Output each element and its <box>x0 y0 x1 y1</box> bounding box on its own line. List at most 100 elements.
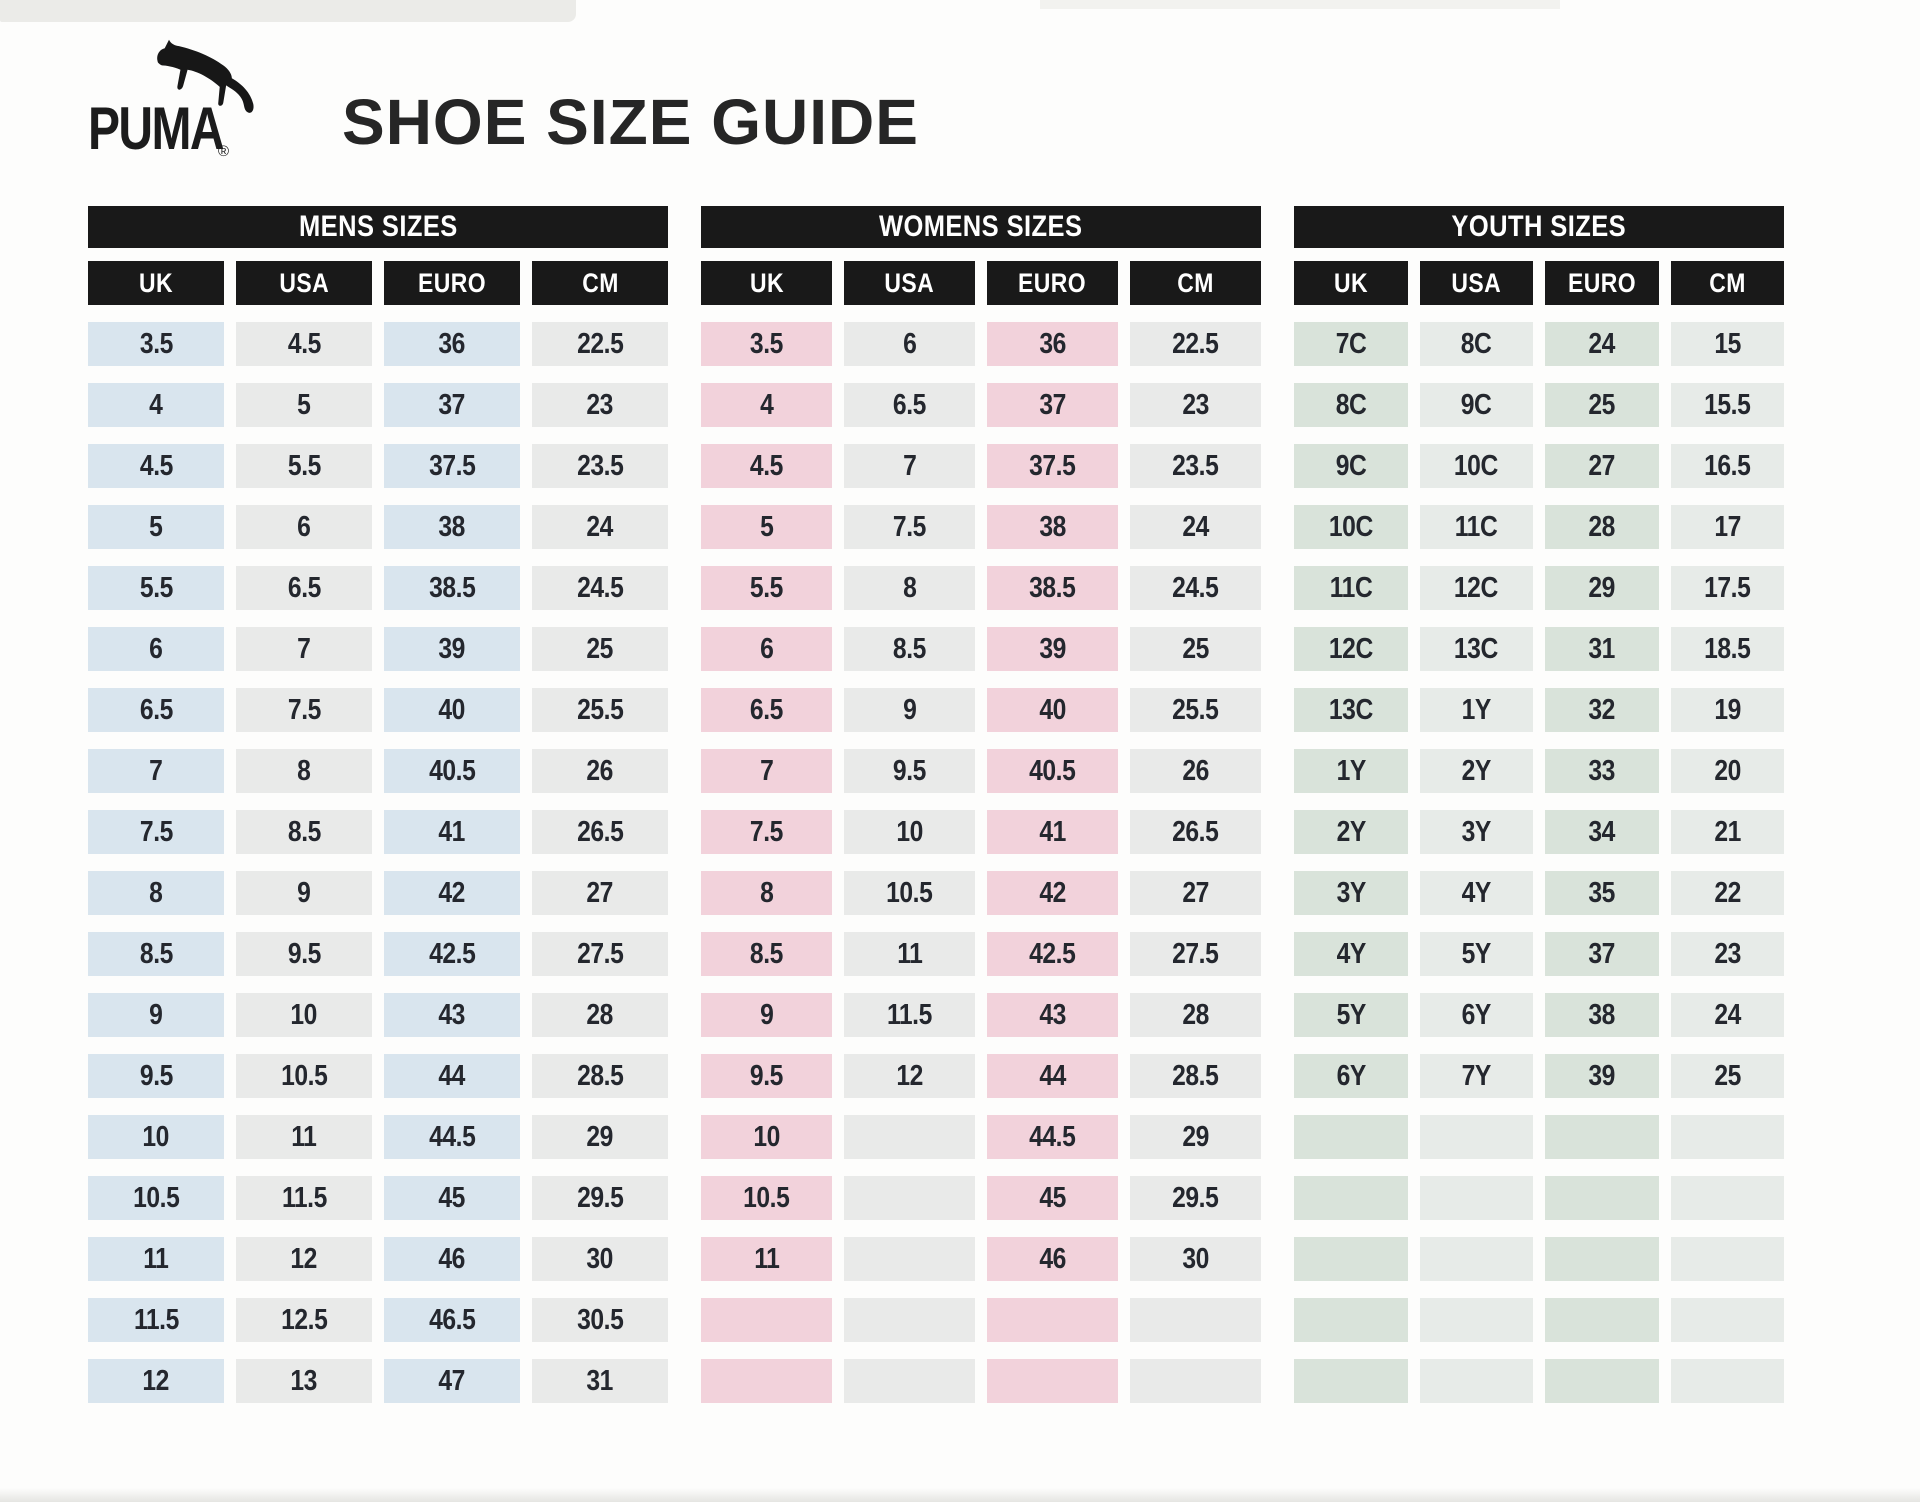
size-cell: 44.5 <box>384 1115 520 1159</box>
size-value: 7 <box>297 632 311 665</box>
size-value: 2Y <box>1461 754 1492 787</box>
size-cell: 8 <box>844 566 975 610</box>
size-value: 34 <box>1588 815 1616 848</box>
size-value: 22.5 <box>1172 327 1219 360</box>
size-value: 4 <box>759 388 774 421</box>
size-cell: 29.5 <box>532 1176 668 1220</box>
size-cell: 16.5 <box>1670 444 1784 488</box>
page-texture <box>0 1488 1920 1502</box>
size-value: 40.5 <box>428 754 476 787</box>
column-header-label: USA <box>279 267 329 298</box>
size-cell: 46.5 <box>384 1298 520 1342</box>
size-cell: 9 <box>236 871 372 915</box>
size-cell: 15.5 <box>1670 383 1784 427</box>
size-value: 5 <box>297 388 311 421</box>
page-texture <box>0 0 576 22</box>
size-cell: 39 <box>987 627 1118 671</box>
size-cell <box>1294 1115 1408 1159</box>
size-value: 25 <box>1713 1059 1741 1092</box>
size-cell: 24 <box>1545 322 1659 366</box>
size-cell: 42 <box>987 871 1118 915</box>
size-cell: 38.5 <box>987 566 1118 610</box>
size-value: 30 <box>1182 1242 1209 1275</box>
size-value: 12 <box>896 1059 923 1092</box>
size-value: 30.5 <box>576 1303 624 1336</box>
size-value: 7.5 <box>892 510 926 543</box>
size-cell: 27 <box>532 871 668 915</box>
size-cell: 27 <box>1130 871 1261 915</box>
size-cell: 27.5 <box>1130 932 1261 976</box>
size-value: 44 <box>438 1059 466 1092</box>
size-cell: 23.5 <box>532 444 668 488</box>
puma-leaping-cat-icon <box>157 39 254 113</box>
size-value: 43 <box>438 998 466 1031</box>
size-value: 9 <box>902 693 917 726</box>
column-header-label: CM <box>581 267 619 298</box>
size-value: 6.5 <box>892 388 926 421</box>
size-value: 4 <box>149 388 163 421</box>
size-cell: 4.5 <box>88 444 224 488</box>
size-value: 5.5 <box>139 571 173 604</box>
size-cell: 7.5 <box>88 810 224 854</box>
size-value: 4.5 <box>749 449 783 482</box>
size-cell: 6.5 <box>844 383 975 427</box>
size-table: WOMENS SIZES UK USA EURO CM 3.5 6 36 22.5 4 6.5 3… <box>701 206 1261 1403</box>
size-value: 32 <box>1588 693 1616 726</box>
size-value: 1Y <box>1461 693 1492 726</box>
size-cell <box>1545 1298 1659 1342</box>
size-cell: 26 <box>532 749 668 793</box>
size-cell: 15 <box>1670 322 1784 366</box>
size-value: 24 <box>586 510 614 543</box>
size-value: 13C <box>1454 632 1499 665</box>
size-value: 5 <box>149 510 163 543</box>
size-cell: 12 <box>236 1237 372 1281</box>
size-cell: 19 <box>1670 688 1784 732</box>
size-cell: 29 <box>1130 1115 1261 1159</box>
size-cell: 10C <box>1419 444 1533 488</box>
table-body: 3.5 4.5 36 22.5 4 5 37 23 4.5 5.5 37.5 23.5 5 6 38 24 5.… <box>88 322 668 1403</box>
size-cell: 6 <box>88 627 224 671</box>
column-header-usa: USA <box>236 261 372 305</box>
size-cell: 2Y <box>1419 749 1533 793</box>
size-value: 11 <box>143 1242 169 1275</box>
size-value: 17.5 <box>1704 571 1751 604</box>
size-value: 9C <box>1460 388 1492 421</box>
size-value: 22 <box>1713 876 1741 909</box>
size-value: 9.5 <box>139 1059 173 1092</box>
size-value: 10 <box>290 998 318 1031</box>
size-cell: 25 <box>532 627 668 671</box>
size-value: 8 <box>149 876 163 909</box>
size-value: 6 <box>902 327 917 360</box>
size-cell: 46 <box>987 1237 1118 1281</box>
size-value: 19 <box>1713 693 1741 726</box>
column-header-label: USA <box>1451 267 1502 298</box>
size-cell: 5.5 <box>701 566 832 610</box>
size-cell: 45 <box>987 1176 1118 1220</box>
size-value: 3.5 <box>139 327 173 360</box>
size-value: 11 <box>753 1242 780 1275</box>
size-cell <box>844 1176 975 1220</box>
size-value: 44.5 <box>1029 1120 1076 1153</box>
size-value: 7 <box>759 754 774 787</box>
size-value: 8 <box>902 571 917 604</box>
size-cell <box>844 1237 975 1281</box>
size-value: 23.5 <box>1172 449 1219 482</box>
column-header-label: USA <box>884 267 935 298</box>
puma-logo: PUMA ® <box>88 38 256 160</box>
size-cell: 39 <box>1545 1054 1659 1098</box>
size-value: 8 <box>759 876 774 909</box>
size-cell: 7 <box>88 749 224 793</box>
size-cell: 4 <box>88 383 224 427</box>
size-cell: 40 <box>384 688 520 732</box>
size-value: 24 <box>1182 510 1209 543</box>
size-value: 45 <box>1039 1181 1066 1214</box>
size-value: 7.5 <box>139 815 173 848</box>
size-value: 30 <box>586 1242 614 1275</box>
size-value: 12C <box>1328 632 1373 665</box>
size-value: 38 <box>1039 510 1066 543</box>
size-value: 21 <box>1713 815 1741 848</box>
size-cell: 6 <box>236 505 372 549</box>
size-tables: MENS SIZES UK USA EURO CM 3.5 4.5 36 22.5 4 5 37 2… <box>88 206 1784 1403</box>
size-cell: 27.5 <box>532 932 668 976</box>
size-cell: 6.5 <box>88 688 224 732</box>
